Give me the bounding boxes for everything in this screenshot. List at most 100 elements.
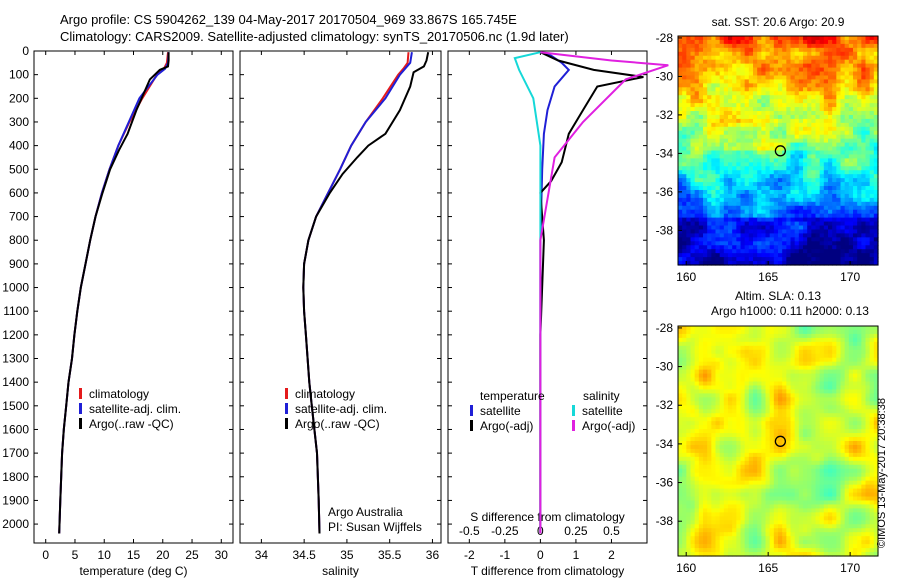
map-cell — [836, 186, 842, 191]
map-cell — [698, 182, 704, 187]
map-cell — [748, 413, 754, 418]
map-cell — [711, 209, 717, 215]
map-cell — [686, 409, 692, 414]
map-cell — [782, 397, 787, 402]
map-cell — [690, 245, 696, 250]
map-cell — [873, 257, 879, 262]
map-cell — [798, 237, 804, 242]
map-cell — [698, 118, 704, 124]
map-cell — [682, 47, 687, 53]
map-cell — [732, 373, 737, 379]
map-cell — [715, 197, 721, 203]
map-cell — [728, 83, 733, 88]
map-cell — [732, 146, 737, 152]
map-cell — [778, 468, 783, 474]
map-cell — [823, 241, 829, 246]
map-cell — [703, 480, 708, 486]
map-cell — [803, 429, 808, 434]
series-line-3 — [539, 51, 669, 534]
map-cell — [690, 87, 696, 92]
map-cell — [753, 150, 758, 156]
map-cell — [811, 71, 817, 77]
map-cell — [823, 456, 829, 462]
map-cell — [682, 170, 687, 175]
map-cell — [828, 448, 833, 454]
map-cell — [736, 103, 742, 108]
map-cell — [782, 476, 787, 482]
map-cell — [711, 381, 717, 387]
map-cell — [848, 39, 854, 45]
map-cell — [828, 385, 833, 391]
map-cell — [715, 409, 721, 414]
map-cell — [678, 337, 683, 343]
map-cell — [811, 107, 817, 112]
map-cell — [715, 357, 721, 363]
map-cell — [873, 448, 879, 454]
map-cell — [873, 397, 879, 402]
map-cell — [711, 91, 717, 96]
map-cell — [703, 389, 708, 395]
map-cell — [698, 361, 704, 367]
map-cell — [761, 464, 767, 470]
map-cell — [765, 389, 771, 395]
map-cell — [707, 150, 712, 156]
map-cell — [815, 71, 821, 77]
map-cell — [761, 158, 767, 163]
map-cell — [698, 452, 704, 458]
y-tick-label: 2000 — [2, 517, 29, 531]
map-cell — [736, 39, 742, 45]
map-cell — [865, 261, 871, 266]
map-cell — [723, 182, 729, 187]
map-cell — [790, 464, 796, 470]
map-cell — [715, 349, 721, 355]
map-cell — [828, 237, 833, 242]
map-cell — [798, 201, 804, 207]
credit-pi: PI: Susan Wijffels — [328, 520, 422, 534]
map-cell — [815, 397, 821, 402]
legend-label: satellite-adj. clim. — [89, 402, 181, 416]
map-cell — [848, 87, 854, 92]
map-cell — [736, 51, 742, 57]
map-cell — [828, 166, 833, 171]
map-cell — [686, 345, 692, 351]
map-cell — [728, 55, 733, 61]
map-cell — [757, 468, 762, 474]
map-cell — [740, 150, 746, 156]
map-cell — [698, 241, 704, 246]
map-cell — [769, 59, 775, 65]
map-cell — [694, 249, 700, 254]
map-cell — [778, 433, 783, 438]
map-cell — [790, 39, 796, 45]
map-cell — [803, 47, 808, 53]
map-cell — [798, 480, 804, 486]
map-cell — [690, 43, 696, 49]
map-cell — [786, 333, 792, 339]
map-cell — [848, 460, 854, 466]
map-cell — [719, 197, 725, 203]
map-cell — [761, 397, 767, 402]
map-cell — [803, 448, 808, 454]
legend-label: Argo(..raw -QC) — [89, 417, 174, 431]
map-cell — [719, 213, 725, 219]
map-cell — [844, 39, 850, 45]
map-cell — [853, 381, 858, 387]
map-cell — [861, 257, 867, 262]
map-cell — [869, 174, 875, 179]
map-cell — [790, 130, 796, 136]
map-cell — [836, 425, 842, 430]
map-cell — [840, 118, 846, 124]
map-cell — [703, 261, 708, 266]
map-cell — [703, 429, 708, 434]
map-cell — [698, 333, 704, 339]
map-cell — [728, 329, 733, 335]
map-cell — [869, 389, 875, 395]
map-cell — [694, 134, 700, 140]
map-cell — [807, 59, 812, 65]
map-cell — [682, 205, 687, 211]
map-cell — [798, 158, 804, 163]
map-cell — [869, 333, 875, 339]
map-cell — [873, 326, 879, 331]
map-cell — [807, 476, 812, 482]
map-cell — [698, 405, 704, 410]
